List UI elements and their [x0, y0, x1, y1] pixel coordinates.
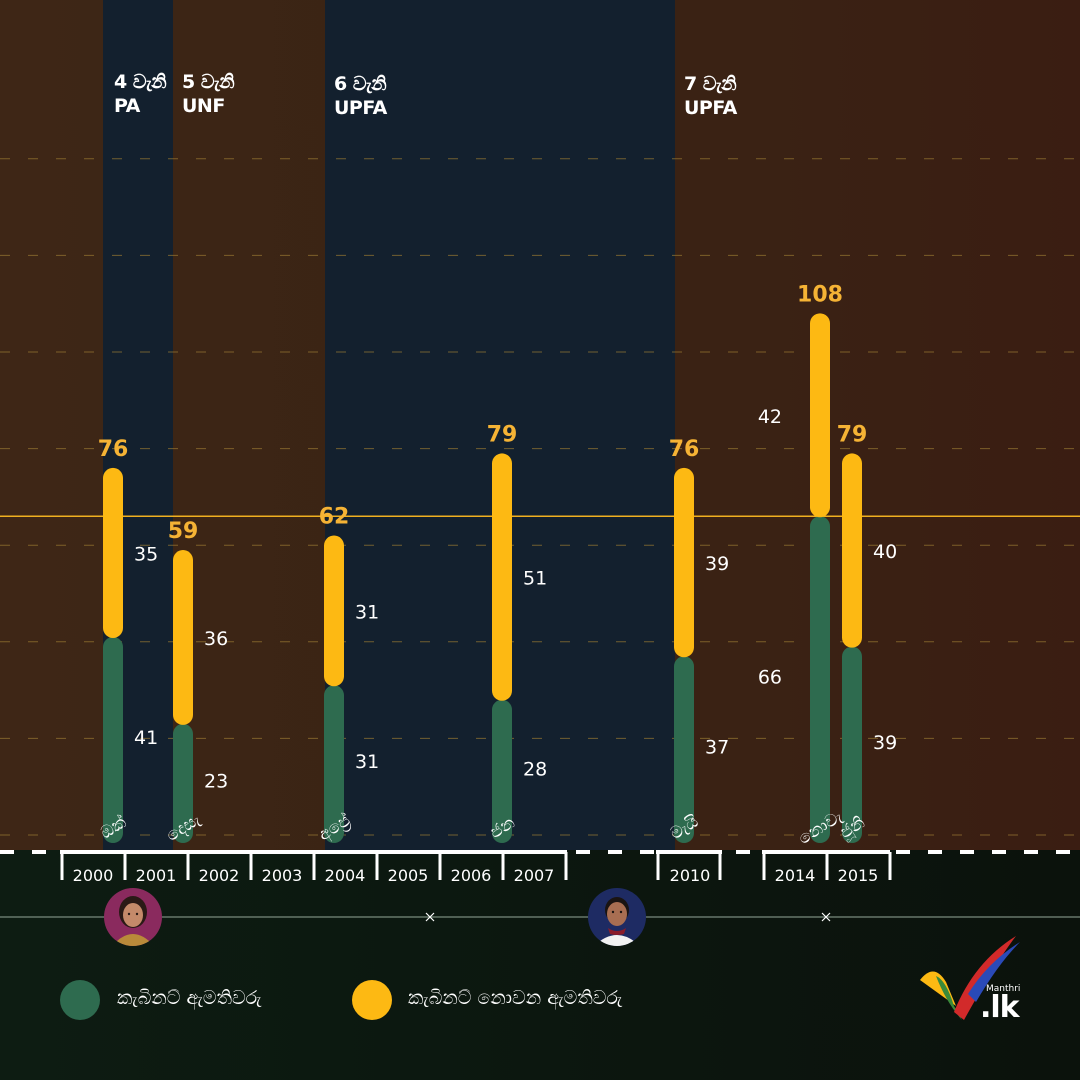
label-total: 79: [487, 422, 518, 447]
year-label: 2010: [670, 866, 711, 885]
label-non-cabinet: 36: [204, 628, 228, 650]
year-label: 2005: [388, 866, 429, 885]
manthri-logo-icon: [920, 936, 1020, 1020]
label-cabinet: 31: [355, 751, 379, 773]
label-non-cabinet: 51: [523, 568, 547, 590]
label-total: 76: [98, 437, 129, 462]
term-label-4: 4 වැනි PA: [114, 70, 167, 118]
legend-non-cabinet-label: කැබිනට් නොවන ඇමතිවරු: [408, 987, 623, 1009]
label-non-cabinet: 40: [873, 541, 897, 563]
bar-cabinet: [492, 699, 512, 843]
term-label-5: 5 වැනි UNF: [182, 70, 235, 118]
label-cabinet: 28: [523, 758, 547, 780]
label-cabinet: 39: [873, 732, 897, 754]
bar-marks: [103, 313, 862, 843]
bar-non-cabinet: [173, 550, 193, 725]
year-label: 2003: [262, 866, 303, 885]
label-total: 79: [837, 422, 868, 447]
year-label: 2000: [73, 866, 114, 885]
label-total: 108: [797, 282, 843, 307]
bar-non-cabinet: [103, 467, 123, 638]
bar-non-cabinet: [842, 453, 862, 648]
label-non-cabinet: 39: [705, 553, 729, 575]
term-party: UNF: [182, 95, 225, 117]
year-label: 2004: [325, 866, 366, 885]
timeline-marker-icon: [425, 912, 435, 922]
bar-cabinet: [842, 646, 862, 843]
term-party: UPFA: [684, 97, 737, 119]
timeline-background: [0, 850, 1080, 1080]
label-non-cabinet: 42: [758, 406, 782, 428]
term-bands: [103, 0, 675, 850]
bar-cabinet: [173, 723, 193, 843]
gridlines: [0, 158, 1080, 836]
legend-non-cabinet-swatch: [352, 980, 392, 1020]
portrait-woman-icon: [104, 888, 162, 946]
bar-cabinet: [103, 636, 123, 843]
legend-cabinet-swatch: [60, 980, 100, 1020]
term-label-6: 6 වැනි UPFA: [334, 72, 387, 120]
label-non-cabinet: 35: [134, 543, 158, 565]
logo-big-text: .lk: [980, 990, 1020, 1025]
bar-cabinet: [674, 656, 694, 843]
timeline-marker-icon: [821, 912, 831, 922]
label-non-cabinet: 31: [355, 601, 379, 623]
label-cabinet: 37: [705, 737, 729, 759]
portrait-man-icon: [588, 888, 646, 946]
label-total: 62: [319, 505, 350, 530]
label-cabinet: 66: [758, 667, 782, 689]
term-number: 6 වැනි: [334, 73, 387, 95]
term-label-7: 7 වැනි UPFA: [684, 72, 737, 120]
year-label: 2001: [136, 866, 177, 885]
year-label: 2002: [199, 866, 240, 885]
year-label: 2006: [451, 866, 492, 885]
label-cabinet: 23: [204, 770, 228, 792]
term-party: UPFA: [334, 97, 387, 119]
legend-cabinet-label: කැබිනට් ඇමතිවරු: [117, 987, 262, 1009]
bar-cabinet: [810, 516, 830, 843]
term-number: 7 වැනි: [684, 73, 737, 95]
logo-small-text: Manthri: [986, 984, 1021, 994]
label-total: 76: [669, 437, 700, 462]
bar-non-cabinet: [674, 467, 694, 658]
year-label: 2014: [775, 866, 816, 885]
label-cabinet: 41: [134, 727, 158, 749]
label-total: 59: [168, 519, 199, 544]
bar-non-cabinet: [810, 313, 830, 518]
term-number: 5 වැනි: [182, 71, 235, 93]
bar-non-cabinet: [492, 453, 512, 701]
year-label: 2007: [514, 866, 555, 885]
year-label: 2015: [838, 866, 879, 885]
term-party: PA: [114, 95, 140, 117]
bar-non-cabinet: [324, 535, 344, 687]
term-number: 4 වැනි: [114, 71, 167, 93]
president-timeline: [0, 912, 1080, 922]
bar-cabinet: [324, 685, 344, 843]
year-axis: 2000 2001 2002 2003 2004 2005 2006 2007 2010 2014…: [0, 850, 1080, 885]
